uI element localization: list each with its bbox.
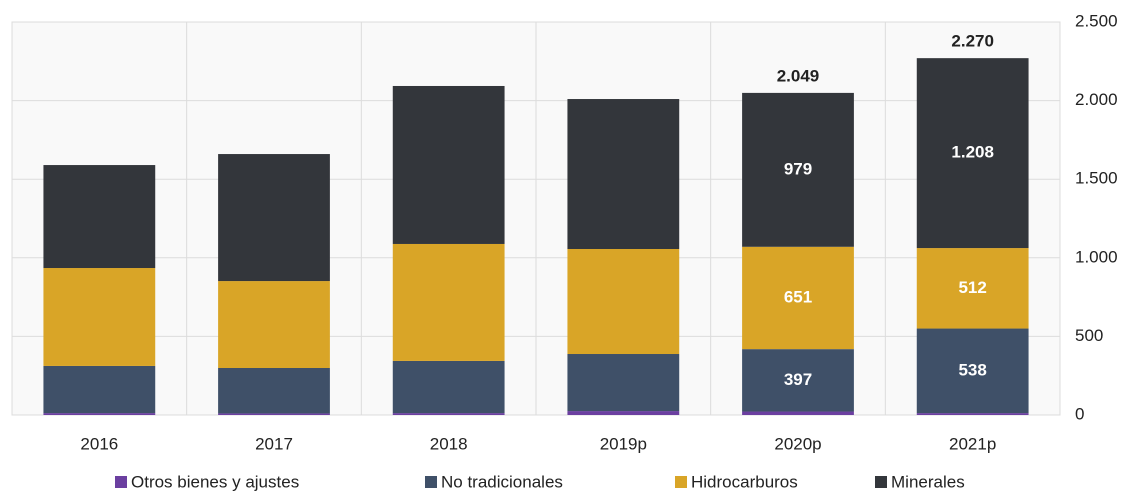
bar-segment — [218, 413, 330, 415]
y-tick-label: 500 — [1075, 326, 1103, 345]
y-tick-label: 1.500 — [1075, 169, 1118, 188]
legend-swatch — [875, 476, 887, 488]
bar-segment — [916, 248, 1029, 329]
y-tick-label: 2.000 — [1075, 90, 1118, 109]
y-tick-label: 0 — [1075, 404, 1084, 423]
bar-segment — [742, 246, 854, 350]
bar-segment — [742, 92, 854, 247]
legend-swatch — [675, 476, 687, 488]
bar-segment — [43, 413, 156, 415]
bar-segment — [916, 58, 1029, 249]
bar-segment — [218, 281, 330, 368]
x-tick-label: 2018 — [430, 434, 468, 453]
bar-segment — [742, 349, 854, 412]
x-tick-label: 2017 — [255, 434, 293, 453]
bar-segment — [392, 243, 505, 361]
data-label: 397 — [784, 370, 812, 389]
bar-segment — [392, 413, 505, 415]
legend-label: Hidrocarburos — [691, 472, 798, 491]
x-tick-label: 2019p — [600, 434, 647, 453]
x-tick-label: 2016 — [80, 434, 118, 453]
total-label: 2.049 — [777, 66, 820, 85]
bar-segment — [43, 365, 156, 414]
legend-label: No tradicionales — [441, 472, 563, 491]
bar-segment — [567, 354, 680, 412]
bar-segment — [392, 85, 505, 244]
total-label: 2.270 — [951, 32, 994, 51]
data-label: 979 — [784, 159, 812, 178]
bar-segment — [916, 413, 1029, 415]
bar-segment — [218, 367, 330, 414]
bar-segment — [218, 154, 330, 282]
legend-swatch — [425, 476, 437, 488]
data-label: 512 — [958, 278, 986, 297]
bar-segment — [392, 360, 505, 414]
bar-segment — [567, 411, 680, 415]
bar-segment — [742, 411, 854, 415]
bar-segment — [916, 328, 1029, 414]
bar-segment — [43, 165, 156, 269]
bar-segment — [567, 99, 680, 249]
y-tick-label: 2.500 — [1075, 11, 1118, 30]
legend-label: Otros bienes y ajustes — [131, 472, 299, 491]
bar-segment — [43, 268, 156, 366]
x-tick-label: 2021p — [949, 434, 996, 453]
data-label: 538 — [958, 360, 986, 379]
x-tick-label: 2020p — [774, 434, 821, 453]
y-tick-label: 1.000 — [1075, 247, 1118, 266]
data-label: 651 — [784, 287, 812, 306]
bar-segment — [567, 248, 680, 355]
data-label: 1.208 — [951, 143, 994, 162]
legend-swatch — [115, 476, 127, 488]
legend-label: Minerales — [891, 472, 965, 491]
